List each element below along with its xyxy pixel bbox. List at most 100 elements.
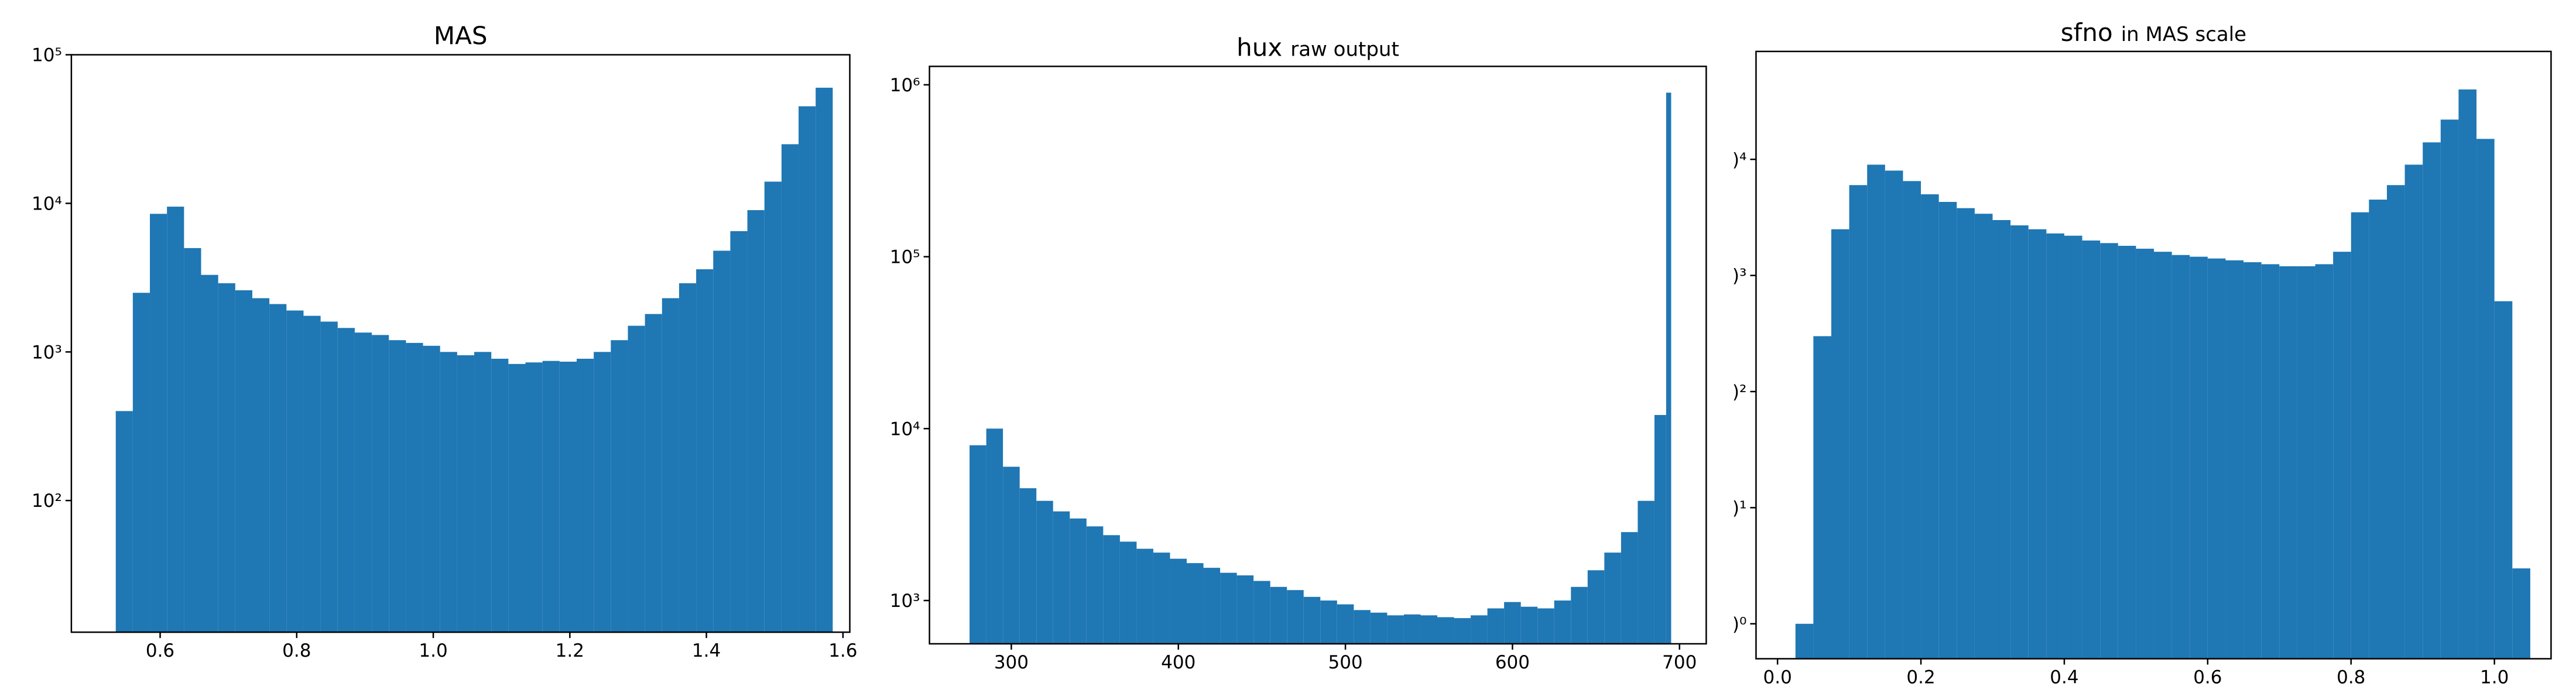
bar: [354, 332, 372, 633]
bar: [1604, 553, 1621, 644]
y-tick-label: )²: [1732, 382, 1747, 403]
bar: [2190, 256, 2208, 659]
bar: [2333, 252, 2351, 659]
y-tick-label: )¹: [1732, 497, 1747, 519]
bar: [1974, 214, 1993, 659]
x-tick-label: 0.2: [1906, 667, 1935, 688]
bars: [1795, 89, 2530, 659]
bar: [1621, 532, 1638, 644]
bar: [645, 314, 662, 633]
bar: [970, 445, 986, 644]
bar: [2404, 164, 2423, 659]
bar: [781, 144, 799, 633]
x-tick-label: 600: [1495, 652, 1530, 673]
bar: [2082, 240, 2101, 659]
y-tick-label: 10⁵: [890, 247, 920, 268]
y-tick-label: )⁰: [1732, 614, 1747, 635]
bar: [1437, 617, 1454, 644]
bar: [252, 298, 270, 633]
bar: [1831, 229, 1849, 659]
bar: [115, 411, 133, 633]
x-tick-label: 0.4: [2050, 667, 2078, 688]
bar: [1337, 604, 1354, 644]
bar: [679, 283, 697, 633]
bar: [2100, 243, 2118, 659]
bar: [406, 342, 423, 633]
bar: [2243, 262, 2262, 659]
bar: [2440, 119, 2459, 659]
bar: [1420, 615, 1438, 644]
bars: [115, 87, 833, 633]
bar: [491, 358, 509, 633]
bar: [150, 214, 167, 633]
bar: [1387, 615, 1404, 644]
x-tick-label: 1.2: [556, 640, 584, 661]
bar: [1119, 541, 1137, 644]
chart-title: MAS: [434, 22, 488, 50]
x-tick-label: 0.8: [282, 640, 311, 661]
title-text: sfno: [2061, 18, 2113, 47]
bar: [1520, 606, 1538, 644]
bar: [1086, 526, 1104, 644]
bar: [184, 248, 201, 633]
bar: [1019, 488, 1037, 644]
y-tick-label: 10⁵: [32, 45, 62, 66]
bar: [559, 361, 577, 633]
bar: [1867, 164, 1885, 659]
bar: [1270, 586, 1287, 644]
bar: [1036, 500, 1053, 644]
bar: [628, 325, 645, 633]
bar: [2136, 248, 2154, 659]
bar: [1003, 466, 1020, 644]
bar: [1957, 208, 1975, 659]
bar: [303, 315, 321, 633]
bar: [2458, 89, 2477, 659]
bar: [1070, 518, 1087, 644]
axes-frame: [929, 66, 1707, 645]
bar: [525, 362, 543, 633]
bar: [1354, 610, 1371, 644]
bar: [1103, 535, 1120, 644]
x-tick-label: 0.0: [1763, 667, 1792, 688]
bar: [1921, 194, 1939, 659]
title-note: raw output: [1290, 37, 1399, 61]
bar: [1136, 548, 1153, 644]
bar: [986, 428, 1003, 644]
y-tick-label: 10⁴: [890, 418, 920, 440]
x-tick-label: 700: [1662, 652, 1697, 673]
bar: [457, 355, 475, 633]
bar: [2118, 246, 2136, 659]
title-note: in MAS scale: [2121, 23, 2246, 46]
bar: [730, 231, 748, 633]
bar: [2476, 139, 2495, 659]
bar: [1938, 201, 1957, 659]
bar: [269, 304, 287, 633]
bar: [1287, 590, 1304, 644]
y-tick-label: 10³: [890, 591, 920, 612]
bar: [1554, 601, 1571, 644]
bar: [2423, 142, 2441, 659]
bar: [2494, 301, 2513, 659]
bar: [1992, 219, 2011, 659]
x-tick-label: 0.6: [2193, 667, 2222, 688]
bar: [1638, 500, 1654, 644]
x-tick-label: 1.4: [692, 640, 721, 661]
bar: [1320, 601, 1337, 644]
bar: [1220, 572, 1237, 644]
bar: [747, 210, 765, 633]
bar: [337, 328, 355, 633]
bar: [320, 321, 338, 633]
bar: [2386, 185, 2405, 659]
bar: [1537, 608, 1554, 644]
bar: [235, 290, 252, 633]
bar: [167, 207, 184, 633]
x-tick-label: 0.8: [2337, 667, 2365, 688]
chart-title: sfno in MAS scale: [2061, 18, 2246, 47]
bar: [2028, 229, 2047, 659]
bar: [2064, 235, 2082, 659]
bar: [2154, 252, 2172, 659]
x-tick-label: 500: [1328, 652, 1362, 673]
bar: [1303, 596, 1321, 644]
bar: [1487, 608, 1505, 644]
